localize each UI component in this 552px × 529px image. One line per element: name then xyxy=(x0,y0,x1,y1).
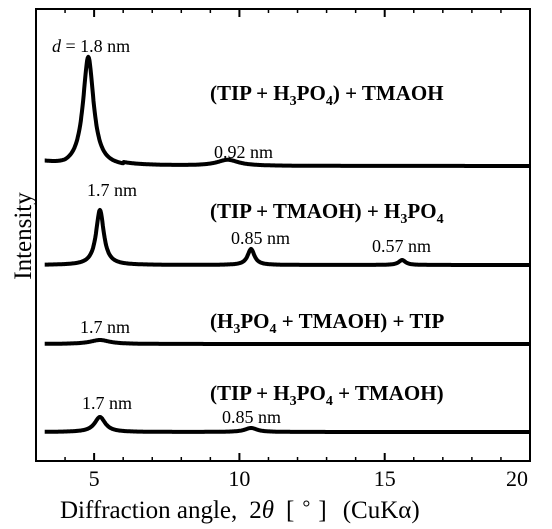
peak-label: 0.57 nm xyxy=(372,236,431,256)
peak-label: 0.85 nm xyxy=(222,407,281,427)
series-trace xyxy=(43,208,532,267)
peak-label: 1.7 nm xyxy=(87,180,137,200)
x-tick-label: 20 xyxy=(506,466,528,491)
peak-label: 1.7 nm xyxy=(80,317,130,337)
y-axis-label: Intensity xyxy=(10,192,37,280)
peak-label: 1.7 nm xyxy=(82,393,132,413)
x-ticks: 5 10 15 20 xyxy=(64,9,531,491)
peak-label: 0.85 nm xyxy=(231,228,290,248)
series-trace xyxy=(43,338,532,346)
traces xyxy=(43,54,532,434)
series-label: (TIP + H3PO4) + TMAOH xyxy=(210,81,444,109)
x-axis-label: Diffraction angle, 2θ[°] (CuKα) xyxy=(60,497,420,524)
series-trace xyxy=(43,415,532,434)
peak-labels: d = 1.8 nm 0.92 nm 1.7 nm 0.85 nm 0.57 nm 1.7… xyxy=(52,36,431,427)
x-tick-label: 15 xyxy=(374,466,396,491)
peak-label: d = 1.8 nm xyxy=(52,36,130,56)
x-tick-label: 10 xyxy=(228,466,250,491)
peak-label: 0.92 nm xyxy=(214,142,273,162)
series-label: (TIP + TMAOH) + H3PO4 xyxy=(210,199,444,227)
series-label: (TIP + H3PO4 + TMAOH) xyxy=(210,381,444,409)
x-axis-prefix: Diffraction angle, xyxy=(60,497,237,524)
x-tick-label: 5 xyxy=(89,466,100,491)
series-label: (H3PO4 + TMAOH) + TIP xyxy=(210,309,445,337)
series-labels: (TIP + H3PO4) + TMAOH (TIP + TMAOH) + H3P… xyxy=(210,81,445,409)
series-trace xyxy=(43,54,532,168)
plot-frame xyxy=(35,8,531,462)
